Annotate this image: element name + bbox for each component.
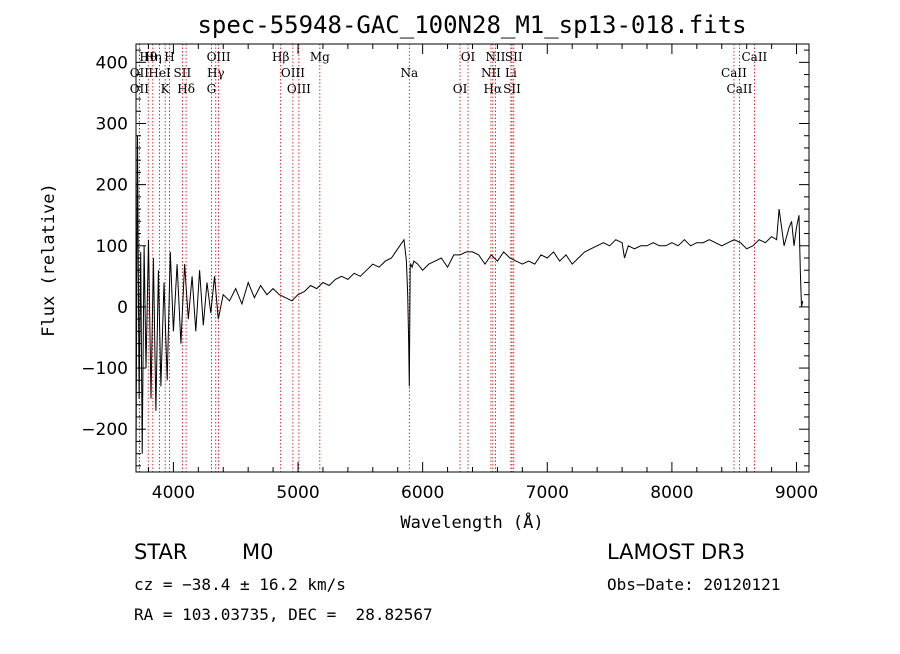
spectral-line-label: H — [164, 50, 174, 64]
y-tick-label: −200 — [81, 420, 128, 440]
y-tick-label: 100 — [96, 237, 128, 257]
y-axis-ticks: −200 −100 0 100 200 300 400 — [81, 49, 809, 467]
spectral-line-label: SII — [174, 66, 192, 80]
spectral-line-label: OI — [461, 50, 476, 64]
spectral-line-label: Hα — [484, 82, 503, 96]
x-axis-label: Wavelength (Å) — [400, 511, 543, 533]
x-tick-label: 9000 — [775, 483, 818, 503]
spectral-line-label: CaII — [721, 66, 747, 80]
object-class: STAR — [134, 540, 188, 564]
spectral-line-label: HeI — [148, 66, 171, 80]
object-subclass: M0 — [242, 540, 274, 564]
spectral-line-markers — [138, 44, 755, 472]
spectral-line-label: Li — [505, 66, 517, 80]
spectral-line-label: OIII — [207, 50, 231, 64]
spectral-line-labels: HθOIIOIIHηHeIKHSIIHδOIIIHγGHβOIIIOIIIMgN… — [130, 50, 768, 96]
y-tick-label: 200 — [96, 176, 128, 196]
spectral-line-label: Na — [400, 66, 418, 80]
spectral-line-label: Hδ — [177, 82, 195, 96]
spectral-line-label: NII — [485, 50, 505, 64]
coordinates: RA = 103.03735, DEC = 28.82567 — [134, 605, 433, 624]
spectral-line-label: CaII — [727, 82, 753, 96]
spectral-line-label: Hη — [144, 50, 162, 64]
spectral-line-label: Mg — [310, 50, 330, 64]
observation-date: Obs−Date: 20120121 — [607, 575, 781, 594]
spectral-line-label: CaII — [741, 50, 767, 64]
y-tick-label: 400 — [96, 53, 128, 73]
x-tick-label: 6000 — [401, 483, 444, 503]
y-tick-label: −100 — [81, 359, 128, 379]
spectral-line-label: K — [161, 82, 171, 96]
y-tick-label: 300 — [96, 114, 128, 134]
spectral-line-label: OIII — [281, 66, 305, 80]
spectral-line-label: NII — [481, 66, 501, 80]
x-tick-label: 7000 — [526, 483, 569, 503]
chart-title: spec-55948-GAC_100N28_M1_sp13-018.fits — [197, 11, 746, 39]
survey-name: LAMOST DR3 — [607, 540, 746, 564]
y-tick-label: 0 — [117, 298, 128, 318]
redshift-velocity: cz = −38.4 ± 16.2 km/s — [134, 575, 346, 594]
spectral-line-label: SII — [505, 50, 523, 64]
flux-series-line — [135, 135, 804, 466]
spectral-line-label: OI — [453, 82, 468, 96]
x-axis-ticks: 4000 5000 6000 7000 8000 9000 — [147, 44, 818, 503]
spectral-line-label: Hθ — [139, 50, 157, 64]
x-tick-label: 8000 — [650, 483, 693, 503]
spectral-line-label: Hβ — [272, 50, 289, 64]
spectral-line-label: OII — [130, 82, 150, 96]
spectral-line-label: OIII — [287, 82, 311, 96]
spectral-line-label: G — [207, 82, 217, 96]
x-tick-label: 4000 — [152, 483, 195, 503]
plot-frame — [135, 43, 810, 473]
x-tick-label: 5000 — [276, 483, 319, 503]
spectral-line-label: OII — [130, 66, 150, 80]
spectral-line-label: Hγ — [207, 66, 225, 80]
spectral-line-label: SII — [503, 82, 521, 96]
y-axis-label: Flux (relative) — [39, 183, 59, 337]
